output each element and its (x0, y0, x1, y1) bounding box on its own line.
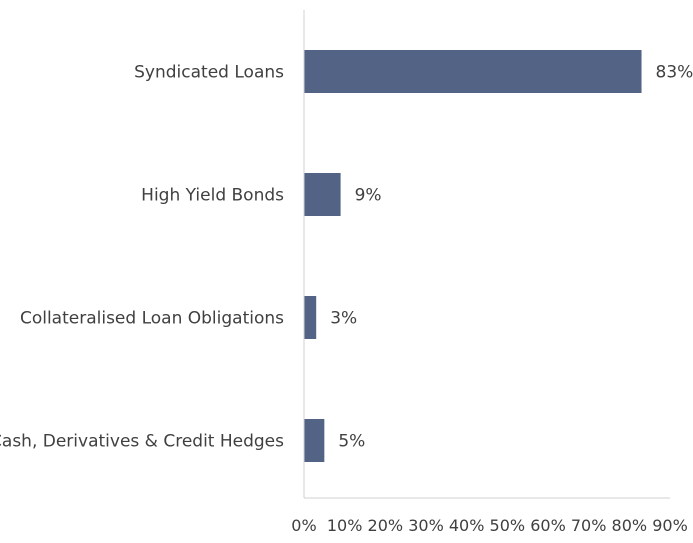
x-tick-label: 80% (612, 516, 648, 535)
bar-2 (304, 296, 317, 339)
axes-layer (303, 10, 670, 499)
data-label: 83% (656, 63, 693, 83)
x-tick-label: 60% (530, 516, 566, 535)
x-tick-label: 50% (490, 516, 526, 535)
category-label: Collateralised Loan Obligations (20, 309, 284, 329)
x-tick-label: 10% (327, 516, 363, 535)
x-tick-label: 70% (571, 516, 607, 535)
bar-1 (304, 173, 341, 216)
x-tick-label: 20% (368, 516, 404, 535)
data-label: 3% (330, 309, 357, 329)
x-tick-label: 0% (291, 516, 316, 535)
data-label: 9% (355, 186, 382, 206)
x-tick-label: 30% (408, 516, 444, 535)
x-tick-label: 90% (652, 516, 688, 535)
bar-3 (304, 419, 325, 462)
category-label: Syndicated Loans (134, 63, 284, 83)
x-tick-label: 40% (449, 516, 485, 535)
data-label: 5% (338, 432, 365, 452)
category-label: Cash, Derivatives & Credit Hedges (0, 432, 284, 452)
labels-layer: Syndicated Loans 83% High Yield Bonds 9% Col… (0, 63, 693, 536)
bar-0 (304, 50, 642, 93)
bars-layer (304, 50, 642, 462)
category-label: High Yield Bonds (141, 186, 284, 206)
